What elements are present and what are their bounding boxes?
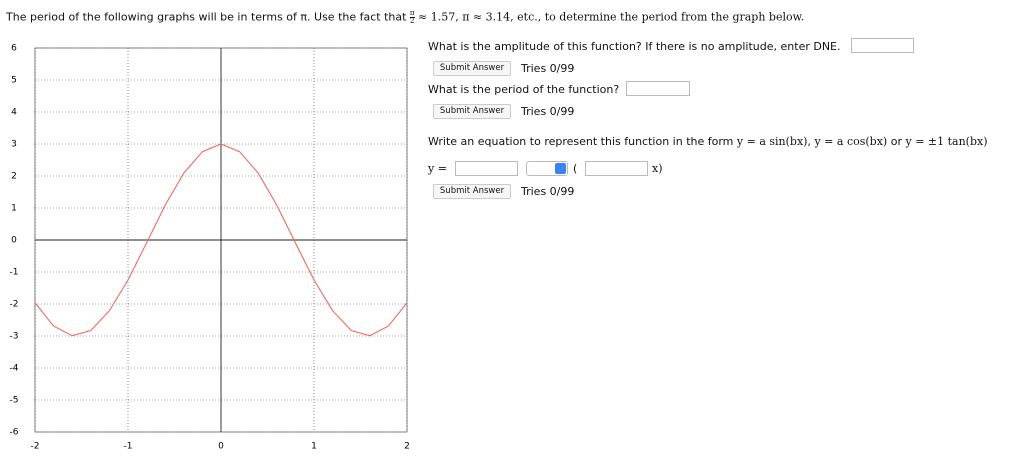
instructions-text: ≈ 1.57, π ≈ 3.14, etc., to determine the… [418, 10, 805, 24]
x-tick-label: 0 [218, 442, 224, 452]
x-tick-label: 2 [404, 442, 410, 452]
y-tick-label: 0 [11, 236, 17, 246]
equation-lhs: y = [428, 162, 447, 175]
select-icon [555, 163, 566, 174]
tries: Tries 0/99 [521, 62, 575, 75]
x-tick-label: -1 [124, 442, 133, 452]
question-prompt: What is the amplitude of this function? … [428, 40, 841, 53]
submit-button[interactable]: Submit Answer [433, 104, 511, 119]
tries: Tries 0/99 [521, 185, 575, 198]
form: y = a cos(bx) [814, 135, 888, 148]
form: y = ±1 tan(bx) [905, 135, 988, 148]
prompt-text: Write an equation to represent this func… [428, 135, 734, 148]
y-tick-label: 6 [11, 44, 17, 54]
open-paren: ( [573, 162, 578, 175]
question-prompt: Write an equation to represent this func… [428, 135, 988, 148]
y-tick-label: -3 [10, 332, 19, 342]
y-tick-label: -6 [10, 428, 19, 438]
tries: Tries 0/99 [521, 105, 575, 118]
close-paren: x) [652, 162, 663, 175]
instructions: The period of the following graphs will … [6, 10, 804, 25]
submit-button[interactable]: Submit Answer [433, 184, 511, 199]
y-tick-label: 5 [11, 76, 17, 86]
question-prompt: What is the period of the function? [428, 83, 620, 96]
x-tick-label: 1 [311, 442, 317, 452]
instructions-text: The period of the following graphs will … [6, 10, 407, 24]
conjunction: or [890, 135, 902, 148]
function-select[interactable] [526, 161, 568, 176]
answer-input[interactable] [626, 81, 690, 96]
answer-input[interactable] [851, 38, 914, 53]
y-tick-label: -1 [10, 268, 19, 278]
curve [34, 143, 408, 337]
coefficient-input[interactable] [455, 161, 518, 176]
y-tick-label: -2 [10, 300, 19, 310]
x-tick-label: -2 [31, 442, 40, 452]
chart: -6 -5 -4 -3 -2 -1 0 1 2 3 4 5 6 -2 -1 0 1 2 [10, 44, 410, 452]
y-tick-label: 2 [11, 172, 17, 182]
y-tick-label: 3 [11, 140, 17, 150]
y-tick-label: 4 [11, 108, 17, 118]
form: y = a sin(bx), [736, 135, 811, 148]
y-tick-label: -4 [10, 364, 19, 374]
b-input[interactable] [585, 161, 648, 176]
y-tick-label: -5 [10, 396, 19, 406]
numerator: π [409, 9, 415, 17]
denominator: 2 [409, 17, 415, 25]
submit-button[interactable]: Submit Answer [433, 61, 511, 76]
y-tick-label: 1 [11, 204, 17, 214]
